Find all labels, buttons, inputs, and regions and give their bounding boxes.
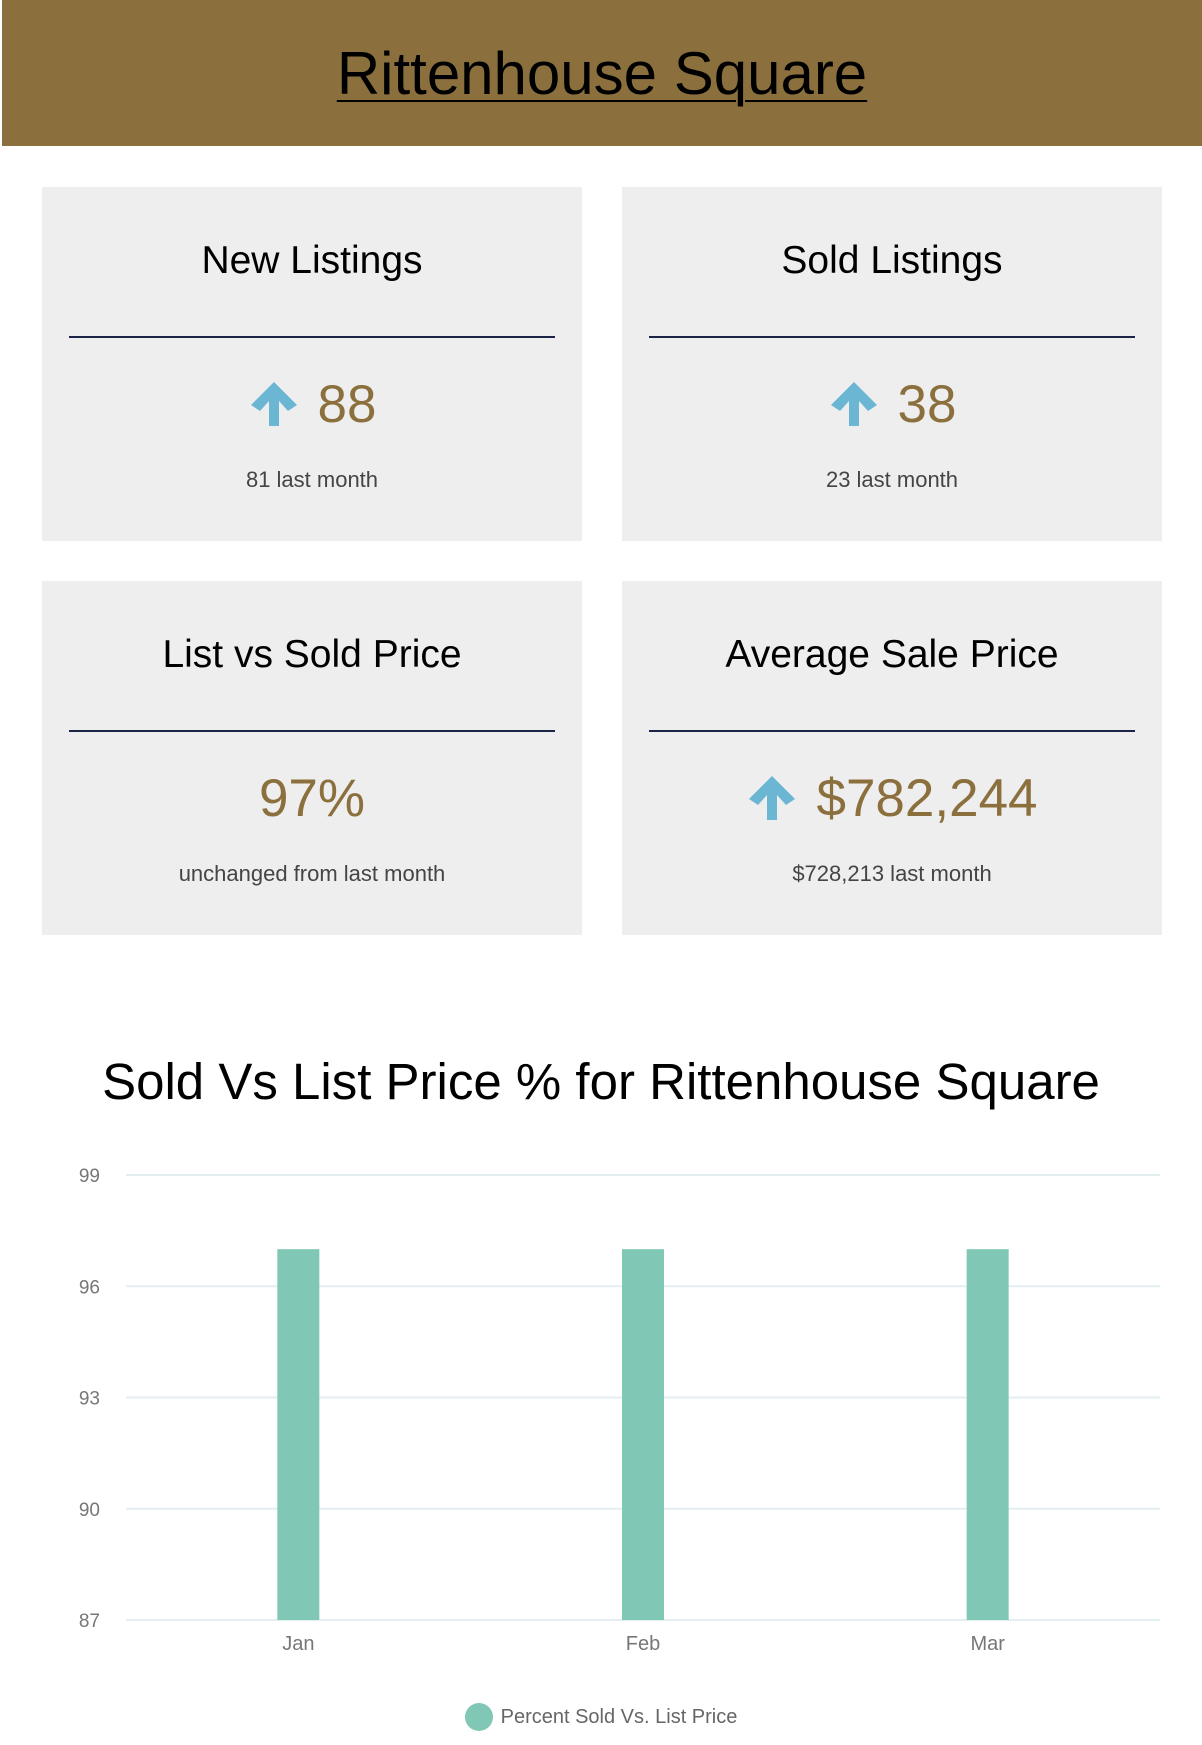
card-value-row: $782,244 xyxy=(622,761,1162,835)
card-list-vs-sold: List vs Sold Price 97% unchanged from la… xyxy=(42,581,582,935)
card-value: 88 xyxy=(317,374,377,434)
divider xyxy=(69,730,555,732)
y-tick-label: 87 xyxy=(79,1611,100,1632)
chart-legend[interactable]: Percent Sold Vs. List Price xyxy=(0,1700,1202,1734)
y-tick-label: 93 xyxy=(79,1389,100,1410)
divider xyxy=(649,730,1135,732)
page-header: Rittenhouse Square xyxy=(2,0,1202,146)
card-new-listings: New Listings 88 81 last month xyxy=(42,187,582,541)
card-value-row: 88 xyxy=(42,367,582,441)
card-subtext: unchanged from last month xyxy=(178,861,446,886)
chart-title: Sold Vs List Price % for Rittenhouse Squ… xyxy=(102,1053,1100,1110)
card-subtext: 23 last month xyxy=(825,467,959,492)
card-value: 97% xyxy=(258,768,366,828)
legend-label: Percent Sold Vs. List Price xyxy=(500,1705,738,1728)
y-tick-label: 90 xyxy=(79,1500,100,1521)
bar-chart: 87 90 93 96 99 Jan Feb Mar xyxy=(79,1166,1160,1655)
card-subtext: 81 last month xyxy=(245,467,379,492)
bar-feb[interactable] xyxy=(622,1249,664,1620)
x-tick-label: Jan xyxy=(282,1633,314,1655)
card-value: 38 xyxy=(897,374,957,434)
arrow-up-icon xyxy=(830,382,877,426)
bar-jan[interactable] xyxy=(277,1249,320,1620)
card-value-row: 97% xyxy=(42,761,582,835)
divider xyxy=(649,336,1135,338)
arrow-up-icon xyxy=(749,776,796,820)
card-title: New Listings xyxy=(201,239,423,282)
legend-swatch xyxy=(464,1703,493,1731)
y-tick-label: 96 xyxy=(79,1277,100,1298)
bar-mar[interactable] xyxy=(966,1249,1009,1620)
card-title: Sold Listings xyxy=(781,239,1003,282)
card-title: List vs Sold Price xyxy=(162,633,462,676)
page-title: Rittenhouse Square xyxy=(336,39,868,107)
card-sold-listings: Sold Listings 38 23 last month xyxy=(622,187,1162,541)
x-tick-label: Mar xyxy=(970,1633,1005,1655)
y-tick-label: 99 xyxy=(79,1166,100,1187)
arrow-up-icon xyxy=(250,382,297,426)
card-title: Average Sale Price xyxy=(725,633,1059,676)
card-subtext: $728,213 last month xyxy=(792,861,992,886)
card-value: $782,244 xyxy=(816,768,1038,828)
divider xyxy=(69,336,555,338)
x-tick-label: Feb xyxy=(626,1633,660,1655)
card-average-sale-price: Average Sale Price $782,244 $728,213 las… xyxy=(622,581,1162,935)
card-value-row: 38 xyxy=(622,367,1162,441)
